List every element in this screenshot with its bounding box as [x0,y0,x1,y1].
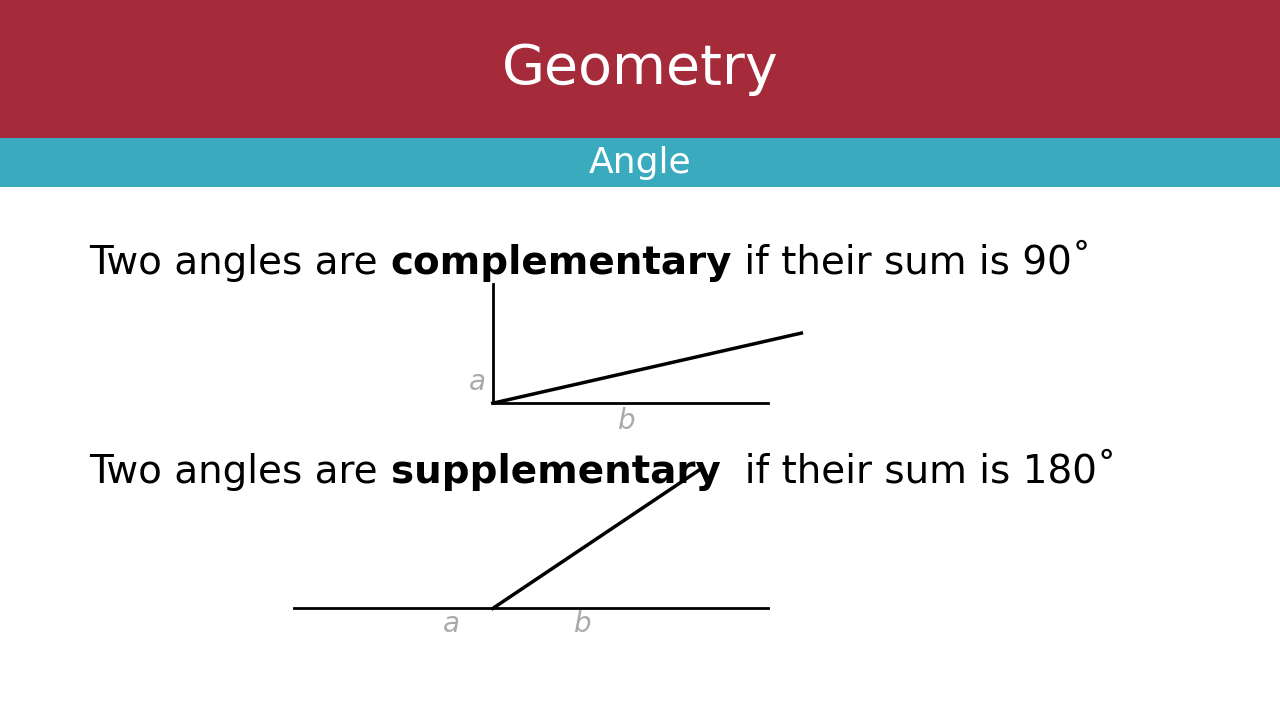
Text: a: a [443,611,461,638]
Bar [0,0,1280,138]
Text: Angle: Angle [589,145,691,180]
Text: complementary: complementary [390,244,732,282]
Text: b: b [573,611,591,638]
Text: Two angles are: Two angles are [90,453,390,490]
Text: if their sum is 180˚: if their sum is 180˚ [721,453,1117,490]
Text: supplementary: supplementary [390,453,721,490]
Bar [0,138,1280,187]
Text: b: b [618,408,636,435]
Text: a: a [468,368,486,395]
Text: Two angles are: Two angles are [90,244,390,282]
Text: if their sum is 90˚: if their sum is 90˚ [732,244,1092,282]
Text: Geometry: Geometry [502,42,778,96]
